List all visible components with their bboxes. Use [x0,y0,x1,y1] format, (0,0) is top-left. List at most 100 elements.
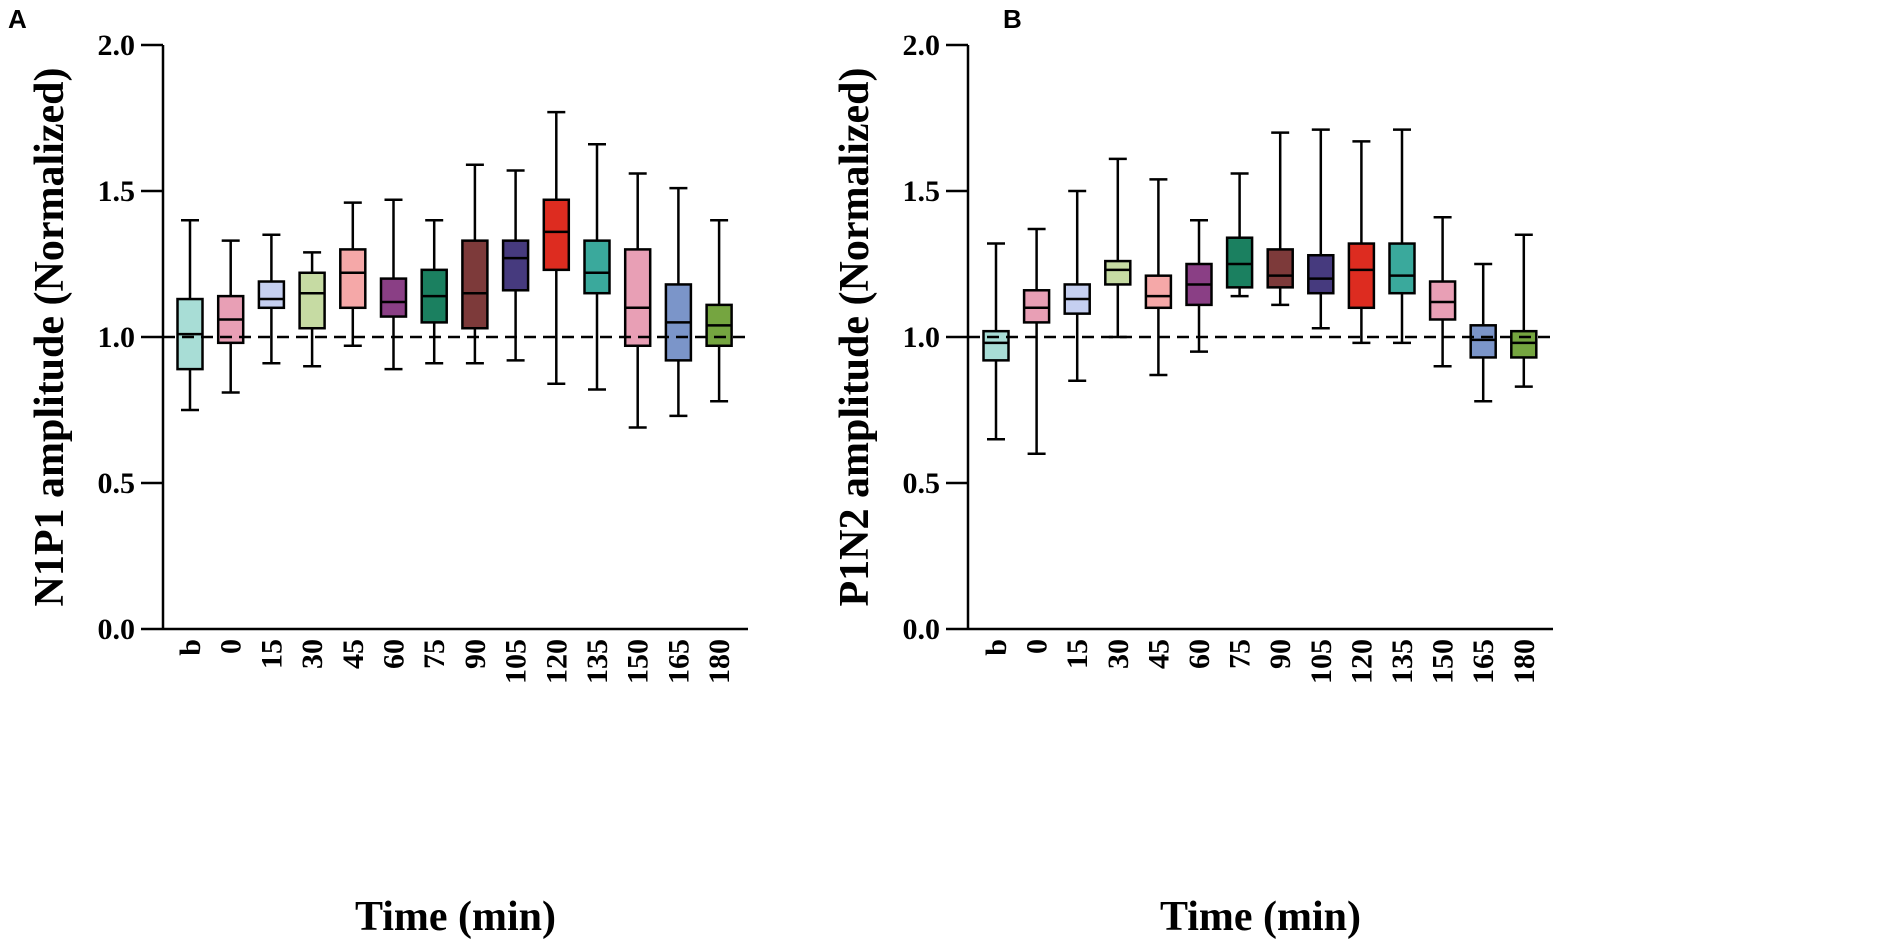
box-45 [1144,178,1173,377]
panel-letter-b: B [1003,4,1022,34]
box-body [501,239,530,292]
box-body [339,248,367,310]
box-b [982,242,1010,441]
box-15 [257,233,286,365]
y-tick-label: 0.0 [98,613,136,646]
box-body [1428,280,1457,321]
box-60 [379,198,408,371]
x-tick-label: 120 [540,639,573,684]
x-tick-label: 75 [1224,639,1257,669]
box-body [1347,242,1376,310]
y-tick-label: 1.0 [98,321,136,354]
box-body [583,239,611,295]
y-tick-label: 1.5 [98,175,136,208]
box-body [982,329,1010,362]
box-body [379,277,408,318]
box-135 [1388,128,1416,345]
box-75 [420,218,448,365]
x-tick-label: 15 [255,639,288,669]
x-tick-label: 90 [1264,639,1297,669]
x-tick-label: b [174,639,207,656]
x-tick-label: 15 [1061,639,1094,669]
panel-a: A 0.0 0.5 1.0 1.5 2.0 b 0 15 30 45 60 75 90 105 120 13… [8,4,748,940]
x-tick-label: 165 [662,639,695,684]
x-tick-label: b [980,639,1013,656]
x-ticks: b 0 15 30 45 60 75 90 105 120 135 150 165 180 [174,639,736,684]
box-30 [298,251,326,368]
x-tick-label: 0 [215,639,248,654]
box-body [1307,253,1335,295]
box-body [461,239,489,330]
x-tick-label: 75 [418,639,451,669]
box-body [1225,236,1254,289]
y-ticks: 0.0 0.5 1.0 1.5 2.0 [98,29,163,646]
y-tick-label: 1.5 [903,175,941,208]
box-30 [1104,157,1132,339]
box-180 [705,218,733,403]
box-120 [542,110,571,385]
box-90 [461,163,489,365]
box-120 [1347,140,1376,345]
x-tick-label: 30 [296,639,329,669]
x-tick-label: 45 [1142,639,1175,669]
box-b [176,218,204,412]
box-60 [1185,218,1213,353]
y-axis-title: N1P1 amplitude (Normalized) [27,68,73,607]
box-75 [1225,172,1254,298]
box-group [982,128,1538,456]
y-tick-label: 0.0 [903,613,941,646]
box-180 [1510,233,1538,388]
y-axis-title: P1N2 amplitude (Normalized) [832,68,878,607]
box-90 [1266,131,1294,307]
box-body [542,198,571,272]
x-axis-title: Time (min) [355,894,556,940]
box-150 [623,172,652,429]
x-tick-label: 90 [459,639,492,669]
box-150 [1428,216,1457,368]
x-axis-title: Time (min) [1160,894,1361,940]
box-body [1266,248,1294,289]
box-135 [583,143,611,391]
box-body [298,271,326,330]
x-tick-label: 0 [1021,639,1054,654]
x-tick-label: 120 [1345,639,1378,684]
box-body [1510,329,1538,359]
x-tick-label: 165 [1467,639,1500,684]
panel-b: B 0.0 0.5 1.0 1.5 2.0 b 0 15 30 45 60 75 90 105 120 13… [832,4,1553,940]
box-15 [1063,189,1091,383]
x-tick-label: 60 [378,639,411,669]
y-ticks: 0.0 0.5 1.0 1.5 2.0 [903,29,968,646]
x-tick-label: 150 [1427,639,1460,684]
x-tick-label: 30 [1102,639,1135,669]
y-tick-label: 0.5 [98,467,136,500]
x-tick-label: 60 [1183,639,1216,669]
box-body [257,280,286,310]
box-body [623,248,652,348]
x-tick-label: 45 [337,639,370,669]
y-tick-label: 0.5 [903,467,941,500]
x-ticks: b 0 15 30 45 60 75 90 105 120 135 150 165 180 [980,639,1541,684]
box-body [1104,259,1132,286]
box-body [1144,274,1173,310]
box-0 [216,239,245,394]
box-165 [664,186,693,418]
x-tick-label: 135 [1386,639,1419,684]
box-105 [1307,128,1335,330]
box-105 [501,169,530,362]
x-tick-label: 135 [581,639,614,684]
box-body [1022,289,1051,324]
y-tick-label: 2.0 [98,29,136,62]
box-body [1388,242,1416,295]
box-165 [1469,262,1497,403]
x-tick-label: 150 [622,639,655,684]
y-tick-label: 1.0 [903,321,941,354]
panel-letter-a: A [8,4,27,34]
x-tick-label: 105 [1305,639,1338,684]
box-45 [339,201,367,348]
y-tick-label: 2.0 [903,29,941,62]
box-0 [1022,227,1051,456]
x-tick-label: 180 [703,639,736,684]
box-group [176,110,733,429]
box-body [1469,324,1497,359]
